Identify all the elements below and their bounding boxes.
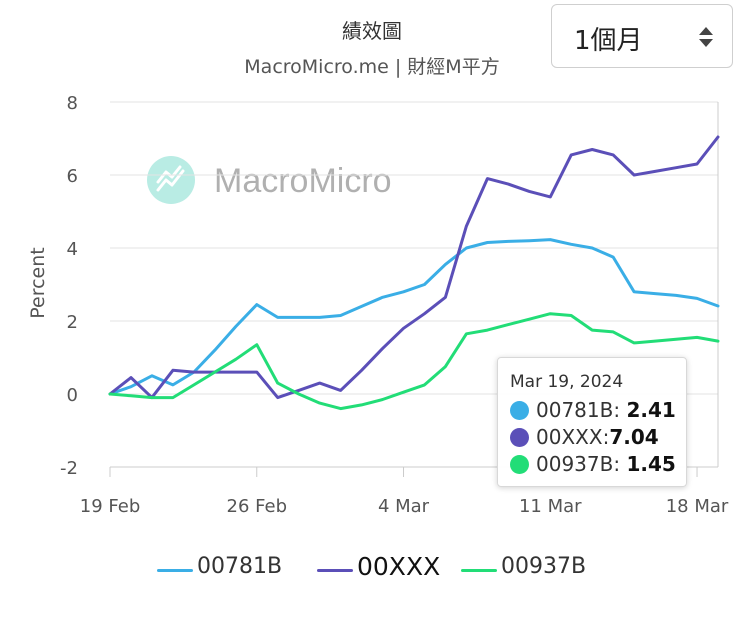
chart-title: 績效圖 — [342, 19, 402, 43]
chart-subtitle: MacroMicro.me | 財經M平方 — [244, 56, 499, 78]
x-tick-label: 19 Feb — [80, 496, 141, 517]
legend-label: 00XXX — [357, 552, 441, 581]
series-line-00XXX — [108, 135, 720, 400]
y-tick-label: 2 — [67, 312, 78, 333]
tooltip-entry: 00937B: 1.45 — [536, 452, 676, 476]
legend-swatch — [157, 569, 193, 572]
legend-swatch — [317, 569, 353, 572]
y-axis-ticks: -2 0 2 4 6 8 — [60, 93, 78, 479]
series-dot — [510, 455, 529, 474]
y-tick-label: 0 — [67, 385, 78, 406]
x-tick-label: 11 Mar — [519, 496, 582, 517]
tooltip-entry: 00781B: 2.41 — [536, 398, 676, 422]
y-tick-label: 6 — [67, 166, 78, 187]
watermark-text: MacroMicro — [214, 162, 392, 200]
y-axis-label: Percent — [27, 247, 49, 319]
period-select-value: 1個月 — [574, 26, 643, 56]
tooltip-entry: 00XXX:7.04 — [536, 425, 659, 449]
updown-arrows-icon — [699, 27, 713, 47]
series-line-00937B — [108, 312, 720, 411]
tooltip-date: Mar 19, 2024 — [510, 372, 624, 392]
series-dot — [510, 428, 529, 447]
series-lines — [108, 135, 720, 411]
x-tick-label: 26 Feb — [227, 496, 288, 517]
hover-tooltip: Mar 19, 2024 00781B: 2.41 00XXX:7.04 009… — [497, 357, 687, 487]
y-tick-label: 8 — [67, 93, 78, 114]
legend-label: 00937B — [501, 554, 587, 579]
legend-swatch — [461, 569, 497, 572]
y-tick-label: -2 — [60, 458, 78, 479]
series-line-00781B — [108, 238, 720, 396]
x-tick-label: 4 Mar — [378, 496, 430, 517]
period-select[interactable]: 1個月 — [551, 4, 733, 68]
chart-legend: 00781B 00XXX 00937B — [0, 552, 740, 588]
y-tick-label: 4 — [67, 239, 78, 260]
x-tick-label: 18 Mar — [666, 496, 729, 517]
series-dot — [510, 401, 529, 420]
x-axis: 19 Feb 26 Feb 4 Mar 11 Mar 18 Mar — [80, 466, 729, 517]
macromicro-watermark: MacroMicro — [147, 156, 392, 204]
legend-label: 00781B — [197, 554, 283, 579]
